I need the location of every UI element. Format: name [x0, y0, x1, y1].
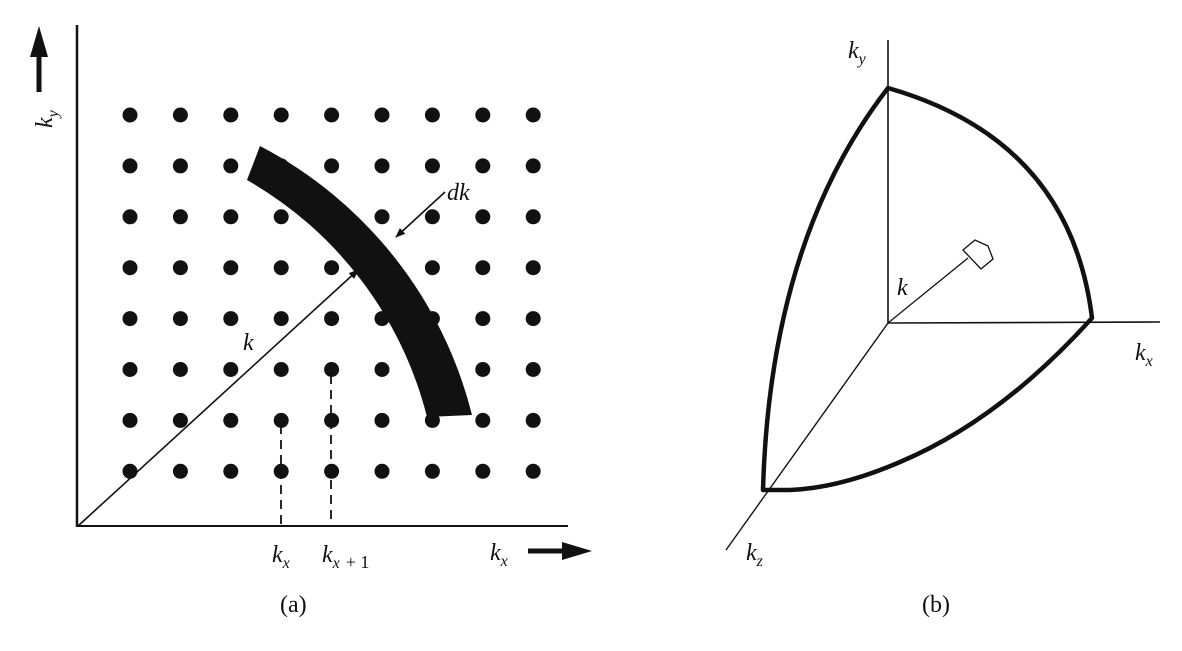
- k-radius-line: [887, 257, 969, 324]
- lattice-point: [374, 412, 390, 428]
- lattice-point: [525, 209, 541, 225]
- lattice-point: [223, 362, 239, 377]
- lattice-point: [122, 209, 138, 225]
- lattice-point: [223, 412, 239, 428]
- lattice-point: [273, 209, 289, 225]
- k-radius-label-b: k: [897, 275, 908, 301]
- lattice-point: [223, 209, 239, 225]
- kz-label: kz: [746, 540, 764, 570]
- lattice-point: [525, 107, 541, 123]
- lattice-point: [324, 158, 340, 174]
- lattice-point: [525, 362, 541, 377]
- lattice-point: [172, 362, 188, 377]
- lattice-point: [172, 260, 188, 276]
- lattice-point: [374, 463, 390, 479]
- x-axis-arrow-icon: [528, 542, 592, 560]
- lattice-point: [172, 311, 188, 327]
- lattice-point: [324, 260, 340, 276]
- lattice-point: [475, 362, 491, 377]
- k-radius-label: k: [243, 330, 254, 356]
- kx-label: kx: [1135, 340, 1153, 370]
- tick-label-kx-plus-1: kx + 1: [322, 542, 369, 572]
- lattice-point: [223, 260, 239, 276]
- lattice-point: [122, 412, 138, 428]
- lattice-point: [273, 311, 289, 327]
- lattice-point: [324, 311, 340, 327]
- lattice-point: [374, 209, 390, 225]
- lattice-point: [424, 260, 440, 276]
- lattice-point: [172, 463, 188, 479]
- lattice-point: [172, 107, 188, 123]
- lattice-point: [324, 107, 340, 123]
- lattice-point: [273, 362, 289, 377]
- lattice-point: [273, 412, 289, 428]
- lattice-point: [525, 463, 541, 479]
- lattice-point: [223, 107, 239, 123]
- caption-b: (b): [922, 592, 950, 618]
- lattice-point: [374, 158, 390, 174]
- lattice-point: [223, 158, 239, 174]
- ky-label: ky: [848, 38, 867, 68]
- lattice-point: [424, 107, 440, 123]
- lattice-point: [424, 463, 440, 479]
- lattice-point: [172, 209, 188, 225]
- lattice-point: [475, 463, 491, 479]
- kx-axis: [887, 321, 1161, 324]
- lattice-point: [525, 158, 541, 174]
- panel-a: k dk kx kx + 1 kx ky (a): [30, 25, 592, 618]
- volume-element-icon: [962, 239, 994, 270]
- lattice-point: [172, 412, 188, 428]
- octant-sphere-outline: [760, 85, 1095, 493]
- lattice-point: [324, 362, 340, 377]
- lattice-point: [122, 362, 138, 377]
- dk-arrow: [395, 191, 446, 238]
- caption-a: (a): [280, 592, 307, 618]
- lattice-point: [525, 412, 541, 428]
- y-axis-label: ky: [32, 109, 62, 128]
- lattice-point: [525, 260, 541, 276]
- kz-axis: [725, 322, 889, 551]
- lattice-point: [475, 209, 491, 225]
- lattice-point: [122, 260, 138, 276]
- lattice-point: [374, 107, 390, 123]
- lattice-point: [273, 260, 289, 276]
- lattice-point: [475, 412, 491, 428]
- lattice-point: [122, 107, 138, 123]
- lattice-point: [475, 260, 491, 276]
- k-vector-arrow: [77, 269, 359, 527]
- y-axis-arrow-icon: [30, 26, 48, 92]
- lattice-point: [273, 107, 289, 123]
- lattice-point: [122, 311, 138, 327]
- dk-label: dk: [447, 180, 470, 206]
- lattice-point: [525, 311, 541, 327]
- lattice-point: [424, 158, 440, 174]
- lattice-point: [475, 311, 491, 327]
- tick-label-kx: kx: [272, 542, 290, 572]
- lattice-point: [122, 158, 138, 174]
- lattice-point: [122, 463, 138, 479]
- lattice-point: [223, 311, 239, 327]
- lattice-point: [424, 209, 440, 225]
- shell-band: [247, 146, 472, 417]
- x-axis-label: kx: [490, 540, 508, 570]
- lattice-point: [172, 158, 188, 174]
- lattice-point: [223, 463, 239, 479]
- lattice-point: [475, 158, 491, 174]
- panel-b: k ky kx kz (b): [725, 38, 1161, 618]
- lattice-point: [475, 107, 491, 123]
- lattice-point: [374, 362, 390, 377]
